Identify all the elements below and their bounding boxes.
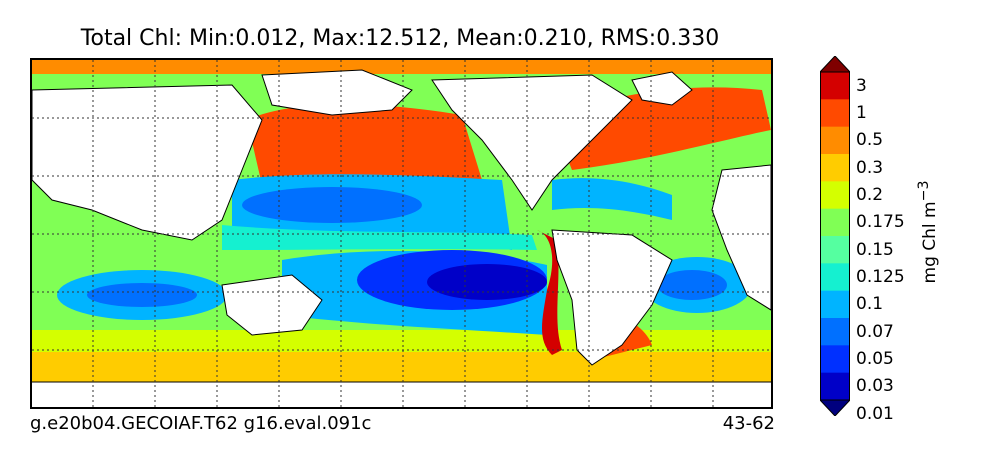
- run-id-label: g.e20b04.GECOIAF.T62 g16.eval.091c: [30, 413, 372, 434]
- greenland-land: [631, 71, 693, 106]
- colorbar-tick-label: 0.03: [856, 376, 894, 397]
- colorbar-segment: [820, 154, 850, 182]
- north-pacific-gyre-core: [242, 187, 422, 223]
- years-label: 43-62: [722, 413, 775, 434]
- colorbar: [820, 56, 850, 416]
- north-america-land: [431, 74, 633, 211]
- arctic-band: [32, 60, 771, 74]
- colorbar-unit-label: mg Chl m−3: [916, 180, 940, 284]
- colorbar-labels: 3 1 0.5 0.3 0.2 0.175 0.15 0.125 0.1 0.07 0.05 0.03…: [856, 0, 926, 464]
- colorbar-tick-label: 1: [856, 103, 867, 123]
- colorbar-tick-label: 0.2: [856, 185, 884, 205]
- colorbar-tick-label: 0.175: [856, 212, 905, 233]
- colorbar-tick-label: 0.1: [856, 294, 884, 315]
- colorbar-tick-label: 0.15: [856, 239, 894, 260]
- colorbar-extend-max: [820, 56, 850, 73]
- colorbar-segment: [820, 236, 850, 264]
- colorbar-tick-label: 0.125: [856, 267, 905, 287]
- peru-upwelling: [537, 230, 562, 355]
- colorbar-segment: [820, 263, 850, 292]
- equatorial-pacific-band: [222, 225, 537, 250]
- colorbar-segment: [820, 318, 850, 346]
- south-atlantic-gyre-core: [657, 270, 727, 300]
- colorbar-extend-min: [820, 399, 850, 416]
- colorbar-tick-label: 0.05: [856, 349, 894, 369]
- siberia-land: [261, 69, 413, 116]
- map-canvas: [32, 60, 771, 407]
- antarctica-land: [32, 382, 771, 407]
- colorbar-segment: [820, 345, 850, 374]
- south-america-land: [551, 229, 673, 366]
- colorbar-tick-label: 0.3: [856, 157, 884, 178]
- colorbar-segment: [820, 99, 850, 128]
- chlorophyll-map: [30, 58, 773, 409]
- colorbar-tick-label: 0.5: [856, 130, 884, 151]
- colorbar-segment: [820, 126, 850, 155]
- eurasia-land: [32, 84, 263, 241]
- africa-land: [711, 164, 771, 311]
- australia-land: [221, 274, 323, 336]
- map-title: Total Chl: Min:0.012, Max:12.512, Mean:0…: [80, 26, 720, 51]
- colorbar-segment: [820, 181, 850, 210]
- colorbar-segment: [820, 72, 850, 100]
- indian-ocean-gyre-core: [87, 283, 197, 307]
- colorbar-segment: [820, 208, 850, 237]
- north-atlantic-gyre: [552, 178, 672, 220]
- colorbar-tick-label: 3: [856, 75, 867, 96]
- north-pacific-productive-region: [247, 104, 482, 185]
- colorbar-tick-label: 0.01: [856, 403, 894, 424]
- colorbar-tick-label: 0.07: [856, 321, 894, 342]
- colorbar-segment: [820, 290, 850, 319]
- graticule: [32, 60, 771, 407]
- south-pacific-gyre-center: [427, 264, 547, 300]
- colorbar-segment: [820, 372, 850, 401]
- southern-ocean-high-band: [32, 352, 771, 382]
